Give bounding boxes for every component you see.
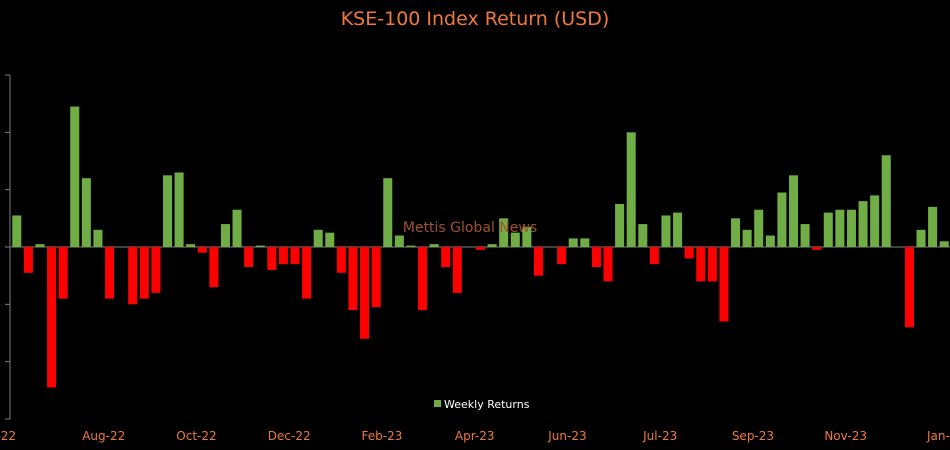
bar [406,245,416,247]
x-tick-label: Jun-23 [547,429,586,443]
bar [719,247,729,322]
x-tick-label: Apr-23 [455,429,495,443]
bar [731,218,741,247]
bar [209,247,219,288]
bar [673,212,683,247]
bar [765,235,775,247]
bar [615,204,625,247]
bar [267,247,277,270]
bar [429,244,439,247]
bar [858,201,868,247]
bar [336,247,346,273]
bar [835,209,845,247]
bar [928,206,938,247]
x-tick-label: Dec-22 [268,429,311,443]
bar [70,106,80,247]
bar [23,247,33,273]
bar [603,247,613,282]
bar [441,247,451,268]
bar [568,238,578,247]
bar [649,247,659,265]
x-tick-label: Oct-22 [176,429,216,443]
bar [788,175,799,247]
bar [696,247,706,282]
bar [707,247,717,282]
legend-swatch [434,400,441,407]
bar [881,155,891,247]
bar [487,244,497,247]
bar [302,247,312,299]
bar [47,247,57,388]
bar [823,212,833,247]
bar [742,229,752,247]
bar [638,224,648,247]
x-tick-label: Nov-23 [824,429,867,443]
bar [35,244,45,247]
bar [383,178,393,247]
chart-title: KSE-100 Index Return (USD) [340,8,610,30]
bar [452,247,462,293]
bar [510,232,520,247]
bar [522,226,532,247]
bar [916,229,926,247]
watermark: Mettis Global News [403,220,537,236]
bar [499,218,509,247]
bar [186,244,196,247]
bar [278,247,288,265]
bar [220,224,230,247]
bar [139,247,149,299]
bar [475,247,486,250]
bar [626,132,636,247]
bar [394,235,404,247]
bar [371,247,381,308]
bar [290,247,300,265]
x-tick-label: Sep-23 [732,429,774,443]
bar [754,209,764,247]
bar [812,247,822,250]
bar [533,247,543,276]
bar [151,247,161,293]
x-tick-label: Jul-22 [0,429,16,443]
bar [93,229,103,247]
bar [939,241,949,247]
bar [661,215,671,247]
x-tick-label: Jul-23 [642,429,677,443]
x-tick-label: Aug-22 [82,429,125,443]
bar [197,247,207,253]
bar [162,175,173,247]
bar [81,178,91,247]
bar [348,247,358,311]
bar [255,245,265,247]
legend: Weekly Returns [434,398,530,411]
bar [313,229,323,247]
bar [580,238,590,247]
bar [58,247,68,299]
bar [12,215,22,247]
bar [174,172,184,247]
bar [684,247,694,259]
bars [12,106,949,388]
x-tick-label: Jan- [926,429,950,443]
bar [846,209,856,247]
bar [904,247,914,328]
bar [105,247,115,299]
bar [800,224,810,247]
bar [870,195,880,247]
bar [418,247,428,311]
bar [325,232,335,247]
bar [244,247,254,268]
x-tick-label: Feb-23 [362,429,403,443]
bar [128,247,138,305]
x-tick-labels: Jul-22 Aug-22 Oct-22 Dec-22 Feb-23 Apr-23 Jun-… [0,429,950,443]
bar [360,247,370,339]
bar [591,247,601,268]
legend-label: Weekly Returns [444,398,530,411]
bar [232,209,242,247]
bar [557,247,567,265]
bar [777,192,787,247]
